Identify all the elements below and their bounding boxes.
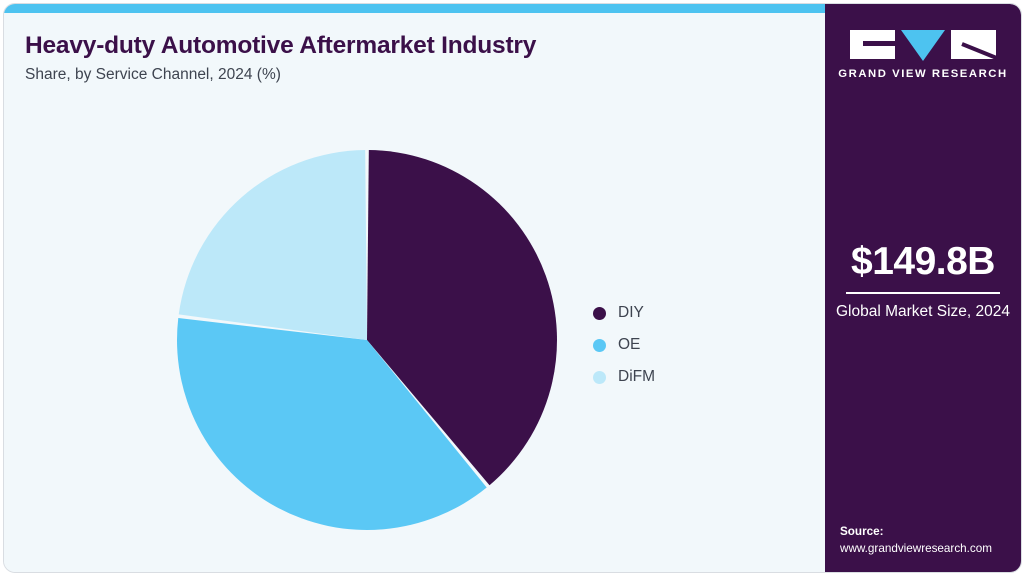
top-accent-bar	[4, 4, 825, 13]
brand-logo: GRAND VIEW RESEARCH	[825, 30, 1021, 80]
infographic-card: Heavy-duty Automotive Aftermarket Indust…	[3, 3, 1022, 573]
brand-name: GRAND VIEW RESEARCH	[838, 68, 1008, 80]
legend-swatch-oe	[593, 338, 606, 352]
legend-swatch-difm	[593, 370, 606, 384]
source-url[interactable]: www.grandviewresearch.com	[840, 542, 992, 556]
chart-legend: DIY OE DiFM	[593, 297, 783, 393]
market-size-block: $149.8B Global Market Size, 2024	[835, 240, 1011, 322]
legend-label-difm: DiFM	[618, 368, 656, 386]
page-subtitle: Share, by Service Channel, 2024 (%)	[25, 66, 281, 84]
page-title: Heavy-duty Automotive Aftermarket Indust…	[25, 32, 537, 59]
pie-slice-difm[interactable]	[178, 150, 367, 340]
legend-item-diy[interactable]: DIY	[593, 297, 783, 329]
logo-r-icon	[951, 30, 996, 59]
market-size-value: $149.8B	[851, 240, 995, 283]
logo-g-icon	[850, 30, 895, 59]
legend-swatch-diy	[593, 306, 606, 320]
source-block: Source: www.grandviewresearch.com	[840, 524, 1021, 558]
title-block: Heavy-duty Automotive Aftermarket Indust…	[25, 32, 785, 85]
chart-pane: Heavy-duty Automotive Aftermarket Indust…	[4, 13, 825, 572]
market-size-label: Global Market Size, 2024	[835, 302, 1011, 320]
stat-divider	[846, 291, 1000, 294]
pie-slice-diy[interactable]	[367, 150, 558, 486]
legend-item-oe[interactable]: OE	[593, 329, 783, 361]
logo-mark-group	[825, 30, 1021, 61]
logo-v-icon	[901, 30, 945, 61]
pie-chart-svg	[177, 150, 558, 530]
source-heading: Source:	[840, 525, 884, 539]
legend-item-difm[interactable]: DiFM	[593, 361, 783, 393]
brand-panel: GRAND VIEW RESEARCH $149.8B Global Marke…	[825, 4, 1021, 572]
pie-slice-oe[interactable]	[177, 318, 487, 530]
legend-label-oe: OE	[618, 336, 641, 354]
legend-label-diy: DIY	[618, 304, 644, 322]
pie-chart	[172, 135, 567, 535]
pie-slice-group	[177, 150, 558, 530]
